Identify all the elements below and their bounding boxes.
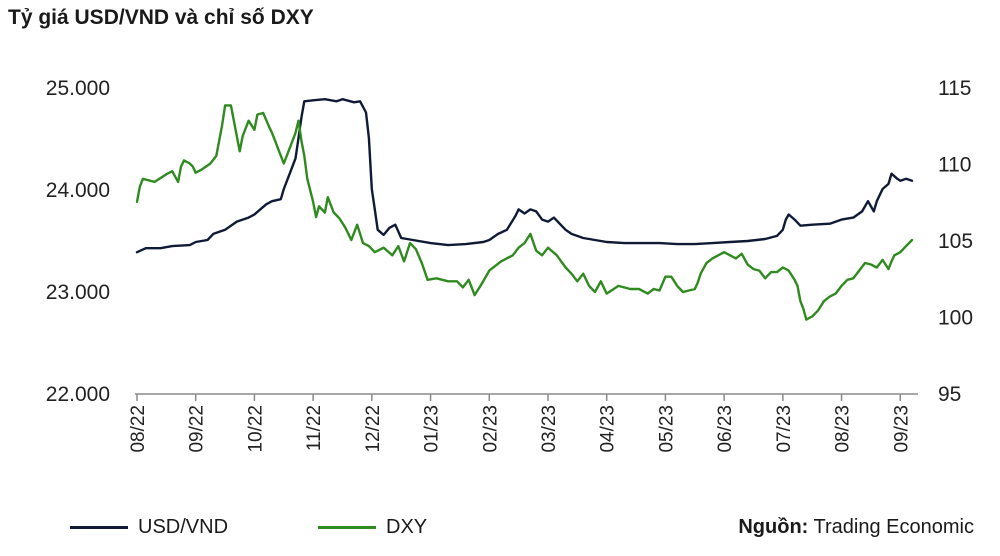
source-text: Trading Economic [813, 516, 974, 538]
x-tick-label: 10/22 [245, 405, 266, 453]
x-tick-label: 05/23 [656, 405, 677, 453]
legend-swatch-dxy [318, 526, 376, 529]
x-tick-label: 03/23 [539, 405, 560, 453]
y-left-tick-label: 23.000 [46, 281, 110, 304]
y-right-tick-label: 115 [938, 77, 971, 100]
x-tick-label: 06/23 [715, 405, 736, 453]
y-left-tick-label: 22.000 [46, 383, 110, 406]
source-label: Nguồn: [738, 516, 809, 538]
y-left-tick-label: 25.000 [46, 77, 110, 100]
x-tick-label: 04/23 [598, 405, 619, 453]
x-tick-label: 12/22 [363, 405, 384, 453]
y-right-tick-label: 110 [938, 154, 971, 177]
x-tick-label: 08/23 [833, 405, 854, 453]
x-tick-label: 11/22 [304, 405, 325, 451]
legend-item-dxy: DXY [318, 516, 427, 539]
legend-item-usdvnd: USD/VND [70, 516, 228, 539]
x-tick-label: 01/23 [422, 405, 443, 453]
y-right-tick-label: 105 [938, 230, 973, 253]
legend-label-dxy: DXY [386, 516, 428, 538]
x-tick-label: 08/22 [128, 405, 149, 453]
chart-title: Tỷ giá USD/VND và chỉ số DXY [8, 6, 314, 29]
legend-label-usdvnd: USD/VND [138, 516, 229, 538]
x-tick-label: 07/23 [774, 405, 795, 453]
source-note: Nguồn: Trading Economic [738, 516, 974, 539]
legend-swatch-usdvnd [70, 526, 128, 529]
y-left-tick-label: 24.000 [46, 179, 110, 202]
x-tick-label: 09/23 [891, 405, 912, 453]
series-line-usdvnd [135, 98, 914, 254]
series-line-dxy [135, 104, 914, 321]
y-right-tick-label: 95 [938, 383, 961, 406]
x-tick-label: 02/23 [480, 405, 501, 453]
x-tick-label: 09/22 [187, 405, 208, 453]
y-right-tick-label: 100 [938, 307, 973, 330]
